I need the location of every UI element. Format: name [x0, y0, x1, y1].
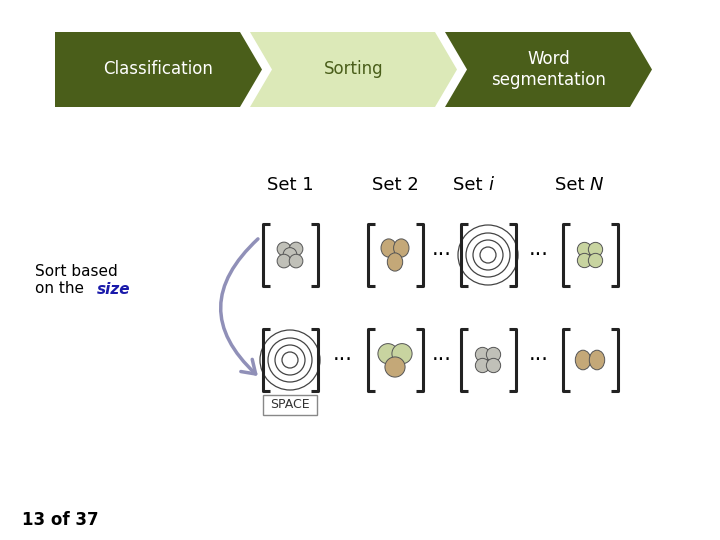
Text: N: N — [590, 176, 603, 194]
Circle shape — [277, 242, 291, 256]
Text: Sort based
on the: Sort based on the — [35, 264, 118, 296]
Text: ···: ··· — [529, 350, 549, 370]
Circle shape — [283, 248, 297, 261]
Circle shape — [289, 254, 303, 268]
Circle shape — [577, 242, 592, 256]
Text: ···: ··· — [431, 350, 451, 370]
Text: 13 of 37: 13 of 37 — [22, 511, 99, 529]
Text: ···: ··· — [333, 350, 352, 370]
Circle shape — [392, 343, 412, 364]
Circle shape — [277, 254, 291, 268]
Text: Set: Set — [453, 176, 488, 194]
Circle shape — [486, 347, 500, 362]
Text: i: i — [488, 176, 493, 194]
Circle shape — [475, 359, 490, 373]
Text: SPACE: SPACE — [270, 399, 310, 411]
Text: Set 2: Set 2 — [372, 176, 418, 194]
Text: Set 1: Set 1 — [266, 176, 313, 194]
Ellipse shape — [381, 239, 397, 257]
Text: ···: ··· — [431, 245, 451, 265]
Text: ···: ··· — [529, 245, 549, 265]
Ellipse shape — [394, 239, 409, 257]
Text: Sorting: Sorting — [324, 60, 383, 78]
Polygon shape — [250, 32, 457, 107]
Ellipse shape — [575, 350, 590, 370]
Circle shape — [475, 347, 490, 362]
Polygon shape — [55, 32, 262, 107]
Circle shape — [577, 253, 592, 268]
Circle shape — [378, 343, 398, 364]
Polygon shape — [445, 32, 652, 107]
Circle shape — [289, 242, 303, 256]
Text: size: size — [97, 282, 130, 298]
Ellipse shape — [589, 350, 605, 370]
Circle shape — [385, 357, 405, 377]
FancyArrowPatch shape — [220, 239, 258, 374]
Circle shape — [588, 253, 603, 268]
Text: Classification: Classification — [104, 60, 213, 78]
Text: Word
segmentation: Word segmentation — [491, 50, 606, 89]
Circle shape — [486, 359, 500, 373]
Circle shape — [588, 242, 603, 256]
Text: Set: Set — [554, 176, 590, 194]
FancyBboxPatch shape — [263, 395, 317, 415]
Ellipse shape — [387, 253, 402, 271]
